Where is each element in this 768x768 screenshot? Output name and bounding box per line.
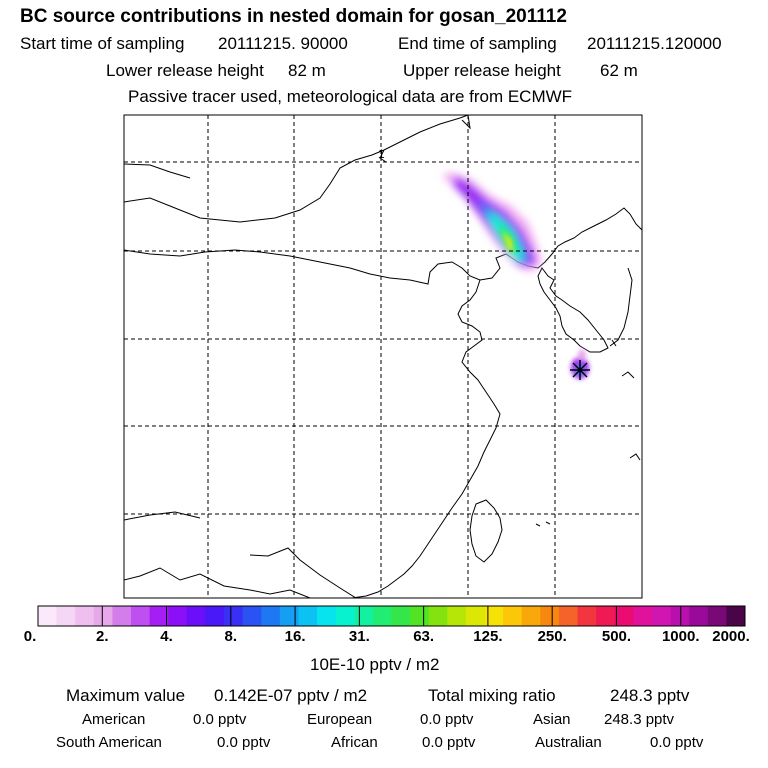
legend-swatch [75,606,95,626]
legend-swatch [651,606,672,626]
legend-tick-label: 500. [601,628,632,645]
upper-height-label: Upper release height [403,61,561,80]
legend-swatch [224,606,244,626]
region-name: African [331,734,378,751]
region-value: 0.0 pptv [650,734,704,751]
contour-label: 1 [378,147,385,161]
region-value: 0.0 pptv [420,711,474,728]
color-legend [37,605,746,627]
legend-tick-label: 63. [413,628,435,645]
legend-tick-label: 2000. [712,628,750,645]
tracer-note: Passive tracer used, meteorological data… [128,87,573,106]
legend-swatch [168,606,188,626]
end-time-value: 20111215.120000 [587,34,722,53]
region-value: 0.0 pptv [422,734,476,751]
legend-swatch [503,606,523,626]
legend-swatch [56,606,76,626]
legend-swatch [410,606,430,626]
region-name: American [82,711,146,728]
legend-tick-label: 31. [348,628,370,645]
tracer-plume [442,172,542,272]
legend-swatch [484,606,504,626]
legend-swatch [242,606,262,626]
map-title: BC source contributions in nested domain… [20,6,567,27]
legend-tick-label: 2. [96,628,109,645]
legend-swatch [372,606,392,626]
lat-lon-grid [124,115,642,598]
legend-tick-label: 250. [537,628,567,645]
total-mixing-label: Total mixing ratio [428,686,556,705]
legend-swatch [447,606,467,626]
lower-height-value: 82 m [288,61,326,80]
legend-swatch [279,606,299,626]
map-frame [123,114,643,599]
legend-swatch [186,606,206,626]
legend-swatch [354,606,374,626]
legend-tick-label: 0. [23,628,37,645]
legend-swatch [577,606,597,626]
legend-swatch [689,606,709,626]
max-value: 0.142E-07 pptv / m2 [214,686,368,705]
legend-swatch [540,606,560,626]
legend-swatch [596,606,616,626]
region-value: 248.3 pptv [604,711,675,728]
region-value: 0.0 pptv [193,711,247,728]
legend-swatch [38,606,58,626]
legend-swatch [428,606,448,626]
legend-tick-label: 125. [473,628,503,645]
legend-tick-label: 4. [160,628,173,645]
upper-height-value: 62 m [600,61,638,80]
legend-swatch [633,606,653,626]
receptor-marker-icon [570,360,590,380]
legend-swatch [317,606,337,626]
start-time-label: Start time of sampling [20,34,185,53]
region-value: 0.0 pptv [217,734,271,751]
lower-height-label: Lower release height [106,61,264,80]
end-time-label: End time of sampling [398,34,557,53]
region-name: Asian [533,711,571,728]
legend-unit: 10E-10 pptv / m2 [310,655,440,674]
legend-swatch [335,606,355,626]
legend-swatch [558,606,579,626]
total-mixing-value: 248.3 pptv [610,686,690,705]
legend-swatch [465,606,486,626]
legend-swatch [670,606,690,626]
start-time-value: 20111215. 90000 [218,34,348,53]
region-name: Australian [535,734,602,751]
region-name: South American [56,734,162,751]
legend-swatch [707,606,727,626]
legend-swatch [149,606,169,626]
coastline-borders [124,115,642,598]
legend-swatch [726,606,746,626]
legend-swatch [391,606,411,626]
region-name: European [307,711,373,728]
legend-tick-label: 8. [224,628,238,645]
legend-swatch [298,606,318,626]
legend-frame [37,605,746,627]
legend-swatch [93,606,113,626]
legend-swatch [614,606,634,626]
legend-tick-label: 1000. [661,628,700,645]
legend-swatch [131,606,151,626]
legend-swatch [205,606,225,626]
max-value-label: Maximum value [66,686,186,705]
legend-swatch [521,606,541,626]
legend-swatch [261,606,281,626]
legend-swatch [112,606,132,626]
legend-tick-label: 16. [284,628,306,645]
